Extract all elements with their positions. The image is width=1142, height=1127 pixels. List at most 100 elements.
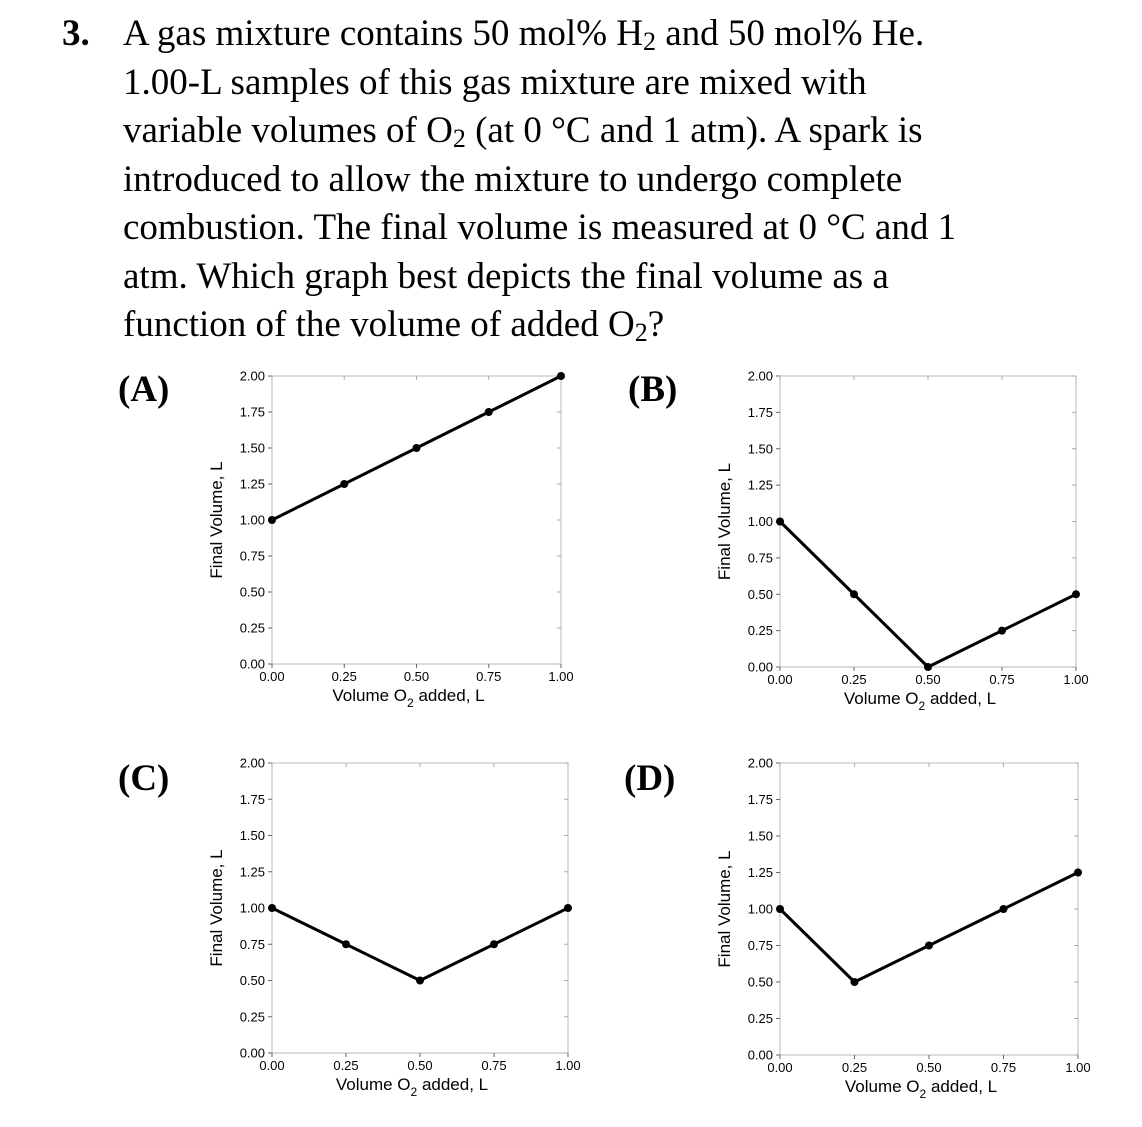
- question-text-segment: A gas mixture contains 50 mol% H: [123, 13, 643, 54]
- y-axis-title: Final Volume, L: [715, 850, 734, 967]
- x-tick-label: 0.00: [259, 1058, 284, 1073]
- x-tick-label: 0.50: [407, 1058, 432, 1073]
- x-tick-label: 0.75: [481, 1058, 506, 1073]
- question-line: A gas mixture contains 50 mol% H2 and 50…: [123, 10, 924, 59]
- y-tick-label: 0.75: [748, 938, 773, 953]
- x-tick-label: 1.00: [555, 1058, 580, 1073]
- x-tick-label: 0.50: [404, 669, 429, 684]
- panel-label-c: (C): [118, 758, 170, 799]
- data-point: [925, 941, 933, 950]
- x-axis-title-rest: added, L: [926, 1077, 997, 1096]
- y-tick-label: 1.50: [240, 828, 265, 843]
- y-tick-label: 1.50: [240, 441, 265, 456]
- y-tick-label: 1.00: [240, 513, 265, 528]
- y-axis-title: Final Volume, L: [207, 849, 226, 966]
- y-tick-label: 0.75: [240, 549, 265, 564]
- x-tick-label: 0.00: [259, 669, 284, 684]
- y-tick-label: 1.25: [748, 865, 773, 880]
- data-point: [342, 940, 350, 949]
- x-tick-label: 0.50: [916, 1060, 941, 1075]
- y-tick-label: 0.00: [240, 657, 265, 672]
- x-tick-label: 0.00: [767, 1060, 792, 1075]
- x-axis-title-main: Volume O: [844, 689, 919, 708]
- y-tick-label: 1.25: [240, 477, 265, 492]
- y-axis-title: Final Volume, L: [715, 463, 734, 580]
- x-axis-title-main: Volume O: [332, 686, 407, 705]
- question-text-segment: ?: [647, 304, 665, 345]
- x-tick-label: 0.25: [842, 1060, 867, 1075]
- data-point: [564, 904, 572, 912]
- question-text-segment: atm. Which graph best depicts the final …: [123, 255, 889, 297]
- question-text-segment: (at 0 °C and 1 atm). A spark is: [465, 110, 923, 151]
- data-point: [850, 590, 858, 599]
- x-tick-label: 0.50: [915, 672, 940, 687]
- data-point: [412, 444, 421, 452]
- y-tick-label: 1.75: [748, 405, 773, 420]
- series-line: [778, 871, 1079, 984]
- data-point: [850, 978, 859, 986]
- question-line: 1.00-L samples of this gas mixture are m…: [123, 59, 867, 108]
- x-tick-label: 0.75: [476, 669, 501, 684]
- data-point: [490, 940, 498, 949]
- y-tick-label: 0.50: [240, 585, 265, 600]
- y-tick-label: 0.00: [240, 1046, 265, 1061]
- panel-label-b: (B): [628, 369, 678, 410]
- y-tick-label: 0.50: [748, 975, 773, 990]
- x-axis-title-main: Volume O: [845, 1077, 920, 1096]
- y-tick-label: 0.25: [240, 1009, 265, 1024]
- x-axis-title-main: Volume O: [336, 1075, 411, 1094]
- question-text-segment: variable volumes of O: [123, 110, 453, 151]
- data-point: [924, 663, 932, 671]
- y-tick-label: 2.00: [240, 756, 265, 771]
- question-text-segment: function of the volume of added O: [123, 304, 635, 345]
- y-tick-label: 2.00: [748, 756, 773, 771]
- x-tick-label: 1.00: [548, 669, 573, 684]
- data-point: [484, 408, 493, 416]
- y-tick-label: 1.50: [748, 829, 773, 844]
- y-tick-label: 0.75: [748, 550, 773, 565]
- question-line: function of the volume of added O2?: [123, 301, 664, 350]
- x-axis-title-rest: added, L: [417, 1075, 488, 1094]
- y-tick-label: 0.50: [748, 587, 773, 602]
- y-tick-label: 1.25: [748, 478, 773, 493]
- x-axis-title-sub: 2: [407, 696, 414, 710]
- y-tick-label: 0.00: [748, 660, 773, 675]
- question-number: 3.: [62, 13, 90, 54]
- x-axis-title-rest: added, L: [925, 689, 996, 708]
- y-tick-label: 1.50: [748, 441, 773, 456]
- x-tick-label: 0.25: [332, 669, 357, 684]
- panel-label-d: (D): [624, 758, 676, 799]
- y-tick-label: 0.25: [748, 623, 773, 638]
- y-tick-label: 1.75: [240, 405, 265, 420]
- y-tick-label: 1.00: [240, 901, 265, 916]
- data-point: [776, 517, 784, 526]
- question-subscript: 2: [643, 27, 656, 56]
- x-axis-title: Volume O2 added, L: [332, 686, 484, 710]
- question-text-segment: introduced to allow the mixture to under…: [123, 158, 903, 200]
- data-point: [268, 516, 276, 524]
- x-axis-title-sub: 2: [411, 1085, 418, 1099]
- y-tick-label: 0.50: [240, 973, 265, 988]
- data-point: [999, 905, 1008, 913]
- question-line: combustion. The final volume is measured…: [123, 204, 956, 253]
- x-tick-label: 0.00: [767, 672, 792, 687]
- y-tick-label: 0.25: [240, 621, 265, 636]
- question-text-segment: combustion. The final volume is measured…: [123, 207, 957, 248]
- data-point: [268, 904, 276, 912]
- question-subscript: 2: [452, 124, 466, 153]
- data-point: [1072, 590, 1080, 599]
- data-point: [776, 905, 784, 913]
- x-tick-label: 0.25: [841, 672, 866, 687]
- question-subscript: 2: [634, 318, 648, 347]
- x-tick-label: 0.75: [989, 672, 1014, 687]
- question-text-segment: 1.00-L samples of this gas mixture are m…: [123, 61, 867, 103]
- y-axis-title: Final Volume, L: [207, 461, 226, 578]
- y-tick-label: 1.00: [748, 514, 773, 529]
- question-text-segment: and 50 mol% He.: [656, 13, 925, 54]
- data-point: [340, 480, 349, 488]
- y-tick-label: 1.75: [748, 792, 773, 807]
- data-point: [998, 626, 1006, 635]
